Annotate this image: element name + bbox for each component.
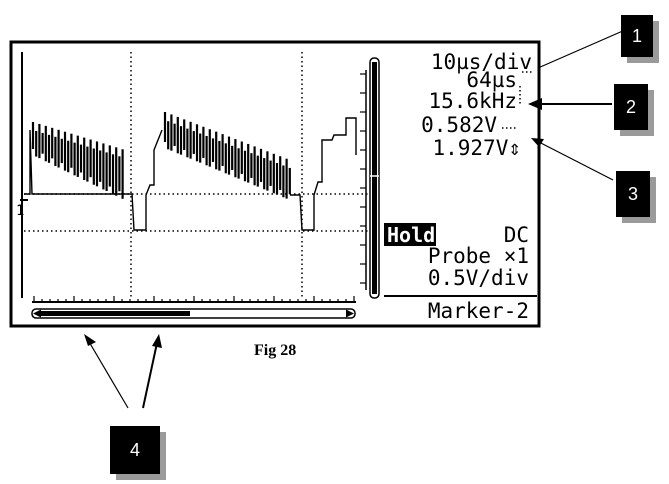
waveform-bursts	[31, 112, 291, 199]
callout-1-label: 1	[632, 26, 642, 46]
vertical-scrollbar-thumb[interactable]	[372, 62, 377, 294]
channel-marker: 1	[16, 203, 24, 219]
hold-badge[interactable]: Hold	[387, 223, 435, 247]
callout-2-label: 2	[626, 97, 636, 117]
callout-3-box	[616, 171, 650, 217]
bottom-axis-ticks	[33, 296, 355, 302]
grid	[24, 52, 368, 298]
waveform-trace	[24, 117, 357, 231]
readout-leaders	[502, 71, 532, 129]
voltage1-readout: 0.582V	[421, 113, 497, 137]
callout-2-box	[614, 84, 648, 130]
probe-readout: Probe ×1	[428, 244, 529, 268]
callout-4-label: 4	[130, 440, 140, 460]
coupling-readout: DC	[504, 223, 529, 247]
callout-3-label: 3	[628, 184, 638, 204]
voltage2-readout: 1.927V⇕	[432, 136, 521, 160]
frequency-readout: 15.6kHz	[428, 89, 517, 113]
period-readout: 64µs	[466, 68, 517, 92]
callout-4-box	[110, 426, 160, 474]
vdiv-readout: 0.5V/div	[428, 266, 529, 290]
menu-label[interactable]: Marker-2	[428, 299, 529, 323]
timebase-readout: 10µs/div	[431, 50, 532, 74]
hold-badge-bg	[384, 223, 436, 246]
callout-1-box	[621, 15, 653, 57]
right-scale-ticks	[360, 73, 366, 284]
lcd-screen	[9, 40, 541, 328]
horizontal-scrollbar-thumb[interactable]	[40, 311, 190, 316]
figure-caption: Fig 28	[254, 342, 296, 359]
